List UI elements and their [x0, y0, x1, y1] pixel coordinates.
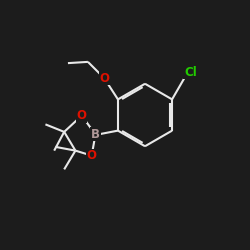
Text: O: O	[87, 149, 97, 162]
Text: O: O	[99, 72, 109, 85]
Text: B: B	[91, 128, 100, 141]
Text: O: O	[77, 109, 87, 122]
Text: Cl: Cl	[184, 66, 197, 79]
